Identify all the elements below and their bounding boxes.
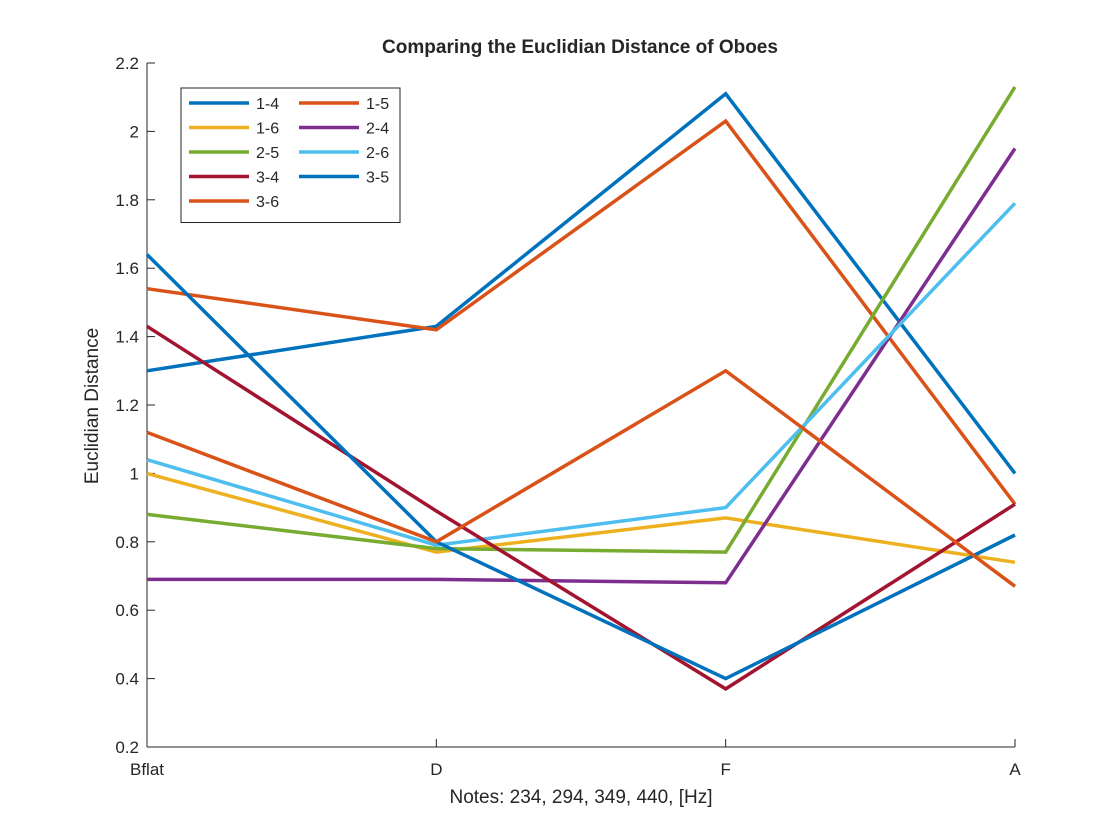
series-line-2-5: [146, 85, 1017, 554]
x-tick-label: F: [720, 760, 730, 779]
y-tick-label: 0.8: [115, 533, 139, 552]
series-line-1-5: [146, 118, 1017, 506]
legend-label: 3-6: [256, 194, 279, 211]
series-line-2-6: [146, 201, 1017, 547]
x-tick-label: A: [1009, 760, 1021, 779]
y-tick-label: 0.4: [115, 670, 139, 689]
y-tick-label: 1: [130, 464, 139, 483]
y-tick-label: 0.2: [115, 738, 139, 757]
legend-label: 2-6: [366, 145, 389, 162]
legend-label: 1-4: [256, 96, 279, 113]
y-tick-label: 1.2: [115, 396, 139, 415]
series-lines: [145, 85, 1017, 691]
y-tick-label: 1.4: [115, 328, 139, 347]
series-line-1-4: [146, 91, 1017, 475]
legend-label: 1-5: [366, 96, 389, 113]
y-tick-label: 0.6: [115, 601, 139, 620]
legend-label: 3-4: [256, 170, 279, 187]
legend-label: 2-5: [256, 145, 279, 162]
y-tick-label: 1.8: [115, 191, 139, 210]
legend-label: 3-5: [366, 170, 389, 187]
y-tick-label: 2: [130, 122, 139, 141]
x-tick-label: Bflat: [130, 760, 164, 779]
legend-label: 1-6: [256, 121, 279, 138]
series-line-1-6: [146, 471, 1016, 565]
y-tick-label: 1.6: [115, 259, 139, 278]
series-line-3-4: [146, 324, 1016, 691]
series-line-3-5: [145, 253, 1016, 681]
x-axis-label: Notes: 234, 294, 349, 440, [Hz]: [449, 787, 712, 808]
series-line-3-6: [146, 368, 1017, 588]
series-line-2-4: [147, 147, 1017, 585]
x-tick-label: D: [430, 760, 442, 779]
plot-axes: 0.2 0.4 0.6 0.8 1 1.2 1.4 1.6 1.8 2 2.2 Bflat D F A: [115, 54, 1021, 779]
chart-title: Comparing the Euclidian Distance of Oboe…: [382, 37, 778, 58]
y-axis-label: Euclidian Distance: [82, 328, 103, 484]
legend-label: 2-4: [366, 121, 389, 138]
y-tick-label: 2.2: [115, 54, 139, 73]
legend: 1-4 1-5 1-6 2-4 2-5 2-6 3-4 3-5 3-6: [180, 87, 401, 223]
